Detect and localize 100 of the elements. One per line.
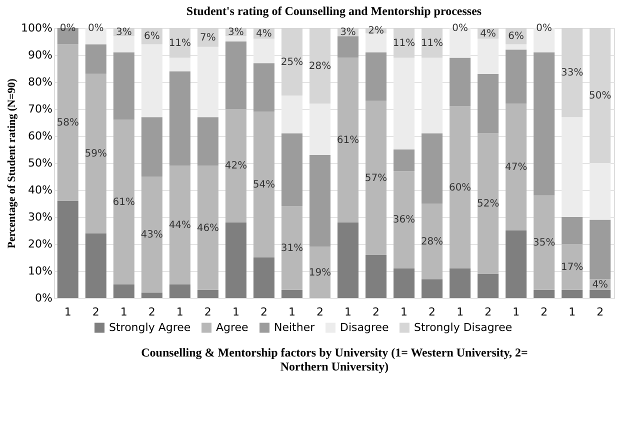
legend-label: Strongly Disagree (414, 320, 512, 334)
data-label: 25% (280, 56, 304, 68)
data-label: 19% (308, 267, 332, 278)
bar (534, 195, 555, 290)
bar (113, 36, 134, 52)
data-label: 0% (536, 23, 552, 34)
bar (85, 74, 106, 234)
data-label: 3% (340, 27, 356, 38)
bar (338, 36, 359, 58)
bar (169, 284, 190, 298)
x-tick-label: 2 (204, 306, 212, 318)
x-tick-label: 1 (344, 306, 352, 318)
bar (562, 217, 583, 244)
bar (281, 133, 302, 206)
bar (506, 50, 527, 104)
x-tick-label: 2 (260, 306, 268, 318)
bar (394, 150, 415, 172)
data-label: 11% (392, 38, 416, 49)
data-label: 31% (280, 243, 304, 254)
bar (253, 112, 274, 258)
bar (225, 222, 246, 298)
x-tick-label: 1 (232, 306, 240, 318)
data-label: 47% (504, 162, 528, 174)
data-label: 43% (140, 230, 164, 241)
data-label: 46% (196, 222, 220, 234)
bar (57, 44, 78, 201)
data-label: 17% (561, 262, 584, 273)
bar (366, 100, 387, 255)
bar (225, 109, 246, 222)
bar (253, 258, 274, 298)
y-tick-label: 40% (28, 184, 52, 196)
data-label: 11% (420, 38, 444, 49)
data-label: 54% (252, 180, 276, 191)
y-axis-title: Percentage of Student rating (N=90) (6, 78, 18, 248)
bar (366, 52, 387, 101)
bar (478, 133, 499, 274)
bar (113, 284, 134, 298)
bar (506, 44, 527, 50)
bar (113, 120, 134, 284)
data-label: 50% (589, 90, 612, 102)
y-tick-label: 60% (28, 130, 52, 142)
bar (253, 63, 274, 112)
x-tick-label: 1 (512, 306, 520, 318)
bar (309, 154, 330, 247)
bar (534, 52, 555, 196)
x-tick-label: 2 (92, 306, 100, 318)
bar (394, 171, 415, 268)
bar (562, 290, 583, 298)
bar (590, 220, 611, 280)
bar (281, 206, 302, 290)
bar (309, 28, 330, 104)
data-label: 58% (56, 118, 79, 128)
bar (366, 254, 387, 298)
y-tick-label: 20% (28, 238, 52, 250)
bar (281, 290, 302, 298)
data-label: 6% (508, 31, 524, 42)
data-label: 4% (592, 280, 608, 290)
data-label: 11% (168, 38, 192, 49)
y-tick-label: 10% (28, 264, 52, 278)
data-label: 2% (368, 26, 384, 37)
bar (85, 233, 106, 298)
x-tick-label: 2 (484, 306, 492, 318)
data-label: 6% (144, 31, 160, 42)
data-label: 3% (116, 27, 132, 38)
data-label: 28% (420, 236, 444, 248)
x-tick-label: 2 (596, 306, 604, 318)
bar (169, 166, 190, 284)
bar (422, 204, 443, 280)
chart-title: Student's rating of Counselling and Mentorship processes (186, 4, 482, 18)
bar (478, 274, 499, 298)
bar (450, 106, 471, 268)
bar (113, 52, 134, 120)
x-tick-label: 1 (456, 306, 464, 318)
data-label: 4% (256, 28, 272, 40)
data-label: 7% (200, 32, 216, 44)
data-label: 57% (364, 172, 388, 184)
data-label: 36% (392, 214, 416, 226)
bar (338, 58, 359, 222)
x-tick-label: 2 (428, 306, 436, 318)
y-tick-label: 50% (28, 156, 52, 170)
data-label: 60% (448, 182, 472, 194)
y-tick-label: 80% (28, 76, 52, 88)
bar (281, 28, 302, 96)
data-label: 42% (224, 160, 248, 172)
bar (57, 200, 78, 298)
x-tick-label: 2 (316, 306, 324, 318)
bar (309, 246, 330, 298)
bar (141, 292, 162, 298)
data-label: 28% (308, 60, 332, 72)
legend-label: Agree (216, 320, 249, 334)
data-label: 59% (84, 148, 107, 160)
bar (590, 28, 611, 163)
data-label: 61% (336, 135, 360, 146)
x-tick-label: 1 (120, 306, 128, 318)
bar (506, 230, 527, 298)
bar (338, 222, 359, 298)
bar (394, 268, 415, 298)
bar (169, 71, 190, 166)
data-label: 35% (532, 238, 556, 249)
x-tick-label: 1 (176, 306, 184, 318)
